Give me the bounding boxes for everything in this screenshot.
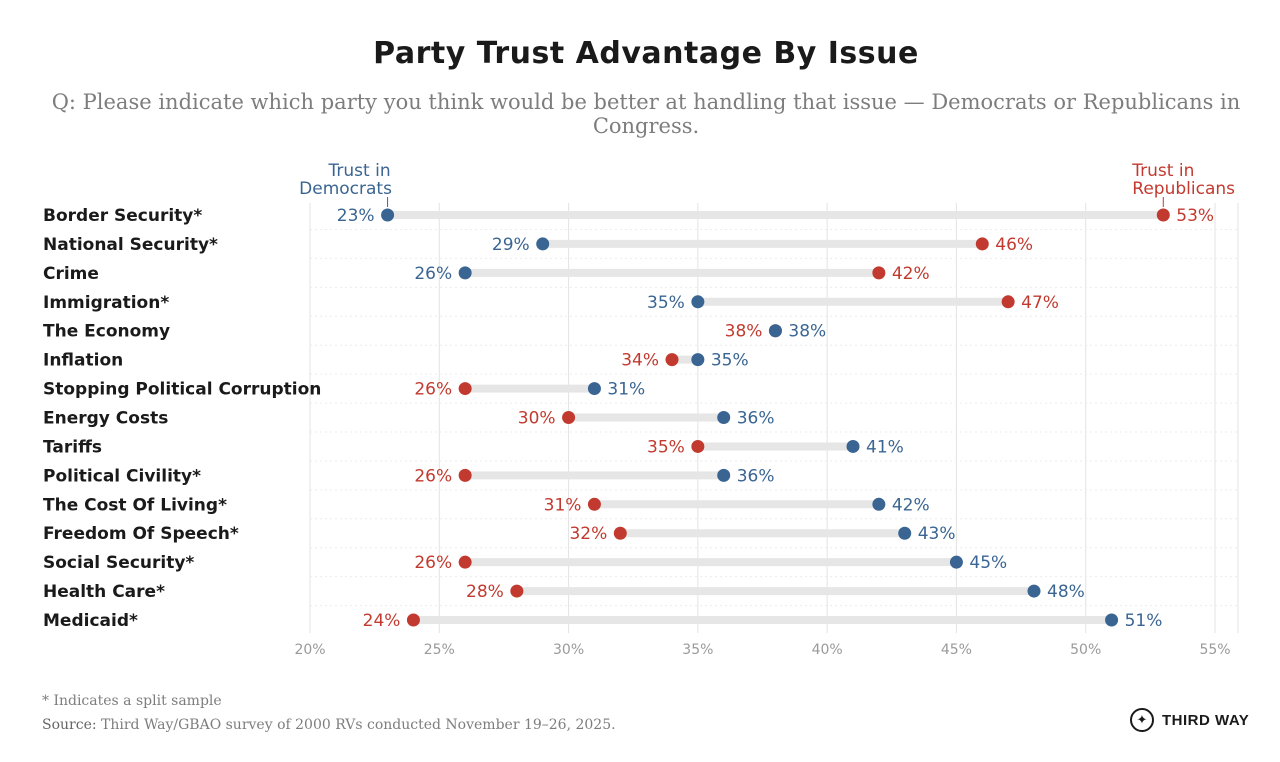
democrat-value-label: 29% — [492, 235, 530, 255]
category-label: Health Care* — [43, 582, 165, 602]
democrat-point — [717, 468, 731, 482]
split-sample-note: * Indicates a split sample — [42, 693, 222, 709]
democrat-point — [846, 439, 860, 453]
republican-value-label: 26% — [414, 553, 452, 573]
chart-title: Party Trust Advantage By Issue — [373, 36, 919, 71]
legend-democrats-line1: Trust in — [328, 161, 391, 181]
democrat-value-label: 45% — [969, 553, 1007, 573]
democrat-value-label: 35% — [711, 351, 749, 371]
source-label: Source: — [42, 717, 97, 733]
democrat-point — [949, 555, 963, 569]
republican-value-label: 47% — [1021, 293, 1059, 313]
republican-point — [665, 353, 679, 367]
chart-subtitle: Q: Please indicate which party you think… — [51, 90, 1241, 138]
republican-point — [458, 382, 472, 396]
logo-text: THIRD WAY — [1162, 711, 1250, 729]
category-label: The Cost Of Living* — [43, 495, 227, 515]
x-tick-label: 35% — [682, 642, 713, 658]
republican-value-label: 38% — [725, 322, 763, 342]
compass-icon: ✦ — [1130, 708, 1154, 732]
republican-value-label: 28% — [466, 582, 504, 602]
category-label: Tariffs — [43, 437, 102, 457]
x-tick-label: 55% — [1199, 642, 1230, 658]
category-label: National Security* — [43, 235, 218, 255]
democrat-value-label: 48% — [1047, 582, 1085, 602]
republican-point — [691, 439, 705, 453]
democrat-point — [587, 382, 601, 396]
legend-republicans-line2: Republicans — [1132, 179, 1235, 199]
republican-point — [406, 613, 420, 627]
republican-value-label: 46% — [995, 235, 1033, 255]
republican-point — [1001, 295, 1015, 309]
republican-point — [458, 468, 472, 482]
republican-value-label: 30% — [518, 409, 556, 429]
democrat-value-label: 26% — [414, 264, 452, 284]
category-label: Medicaid* — [43, 611, 138, 631]
republican-point — [510, 584, 524, 598]
republican-value-label: 24% — [363, 611, 401, 631]
democrat-value-label: 51% — [1125, 611, 1163, 631]
legend-republicans-line1: Trust in — [1131, 161, 1194, 181]
democrat-value-label: 31% — [607, 380, 645, 400]
category-label: Energy Costs — [43, 409, 168, 429]
democrat-point — [536, 237, 550, 251]
democrat-value-label: 35% — [647, 293, 685, 313]
democrat-point — [1105, 613, 1119, 627]
democrat-point — [898, 526, 912, 540]
category-label: Crime — [43, 264, 99, 284]
democrat-value-label: 41% — [866, 437, 904, 457]
republican-value-label: 26% — [414, 380, 452, 400]
x-tick-label: 20% — [294, 642, 325, 658]
source-note: Source: Third Way/GBAO survey of 2000 RV… — [42, 717, 616, 733]
category-label: Social Security* — [43, 553, 194, 573]
republican-point — [562, 411, 576, 425]
republican-value-label: 35% — [647, 437, 685, 457]
republican-value-label: 32% — [569, 524, 607, 544]
republican-point — [613, 526, 627, 540]
republican-value-label: 31% — [544, 495, 582, 515]
category-label: Inflation — [43, 351, 123, 371]
dumbbell-chart: 20% 25% 30% 35% 40% 45% 50% 55% Border Security*… — [43, 161, 1239, 658]
republican-value-label: 34% — [621, 351, 659, 371]
category-label: Immigration* — [43, 293, 169, 313]
category-label: Freedom Of Speech* — [43, 524, 239, 544]
third-way-logo: ✦ THIRD WAY — [1130, 708, 1249, 732]
republican-value-label: 42% — [892, 264, 930, 284]
democrat-value-label: 23% — [337, 206, 375, 226]
republican-point — [587, 497, 601, 511]
democrat-point — [458, 266, 472, 280]
democrat-point — [768, 324, 782, 338]
x-tick-label: 25% — [424, 642, 455, 658]
democrat-value-label: 38% — [788, 322, 826, 342]
democrat-point — [691, 295, 705, 309]
category-label: Political Civility* — [43, 466, 201, 486]
x-tick-label: 50% — [1070, 642, 1101, 658]
democrat-value-label: 43% — [918, 524, 956, 544]
democrat-value-label: 36% — [737, 466, 775, 486]
category-label: The Economy — [43, 322, 170, 342]
source-text: Third Way/GBAO survey of 2000 RVs conduc… — [96, 717, 616, 733]
democrat-value-label: 36% — [737, 409, 775, 429]
category-label: Border Security* — [43, 206, 202, 226]
x-tick-label: 45% — [941, 642, 972, 658]
republican-value-label: 26% — [414, 466, 452, 486]
democrat-point — [1027, 584, 1041, 598]
x-tick-label: 40% — [812, 642, 843, 658]
x-tick-label: 30% — [553, 642, 584, 658]
legend-democrats-line2: Democrats — [299, 179, 392, 199]
republican-point — [975, 237, 989, 251]
democrat-value-label: 42% — [892, 495, 930, 515]
democrat-point — [381, 208, 395, 222]
republican-value-label: 53% — [1176, 206, 1214, 226]
republican-point — [458, 555, 472, 569]
category-label: Stopping Political Corruption — [43, 380, 321, 400]
republican-point — [1156, 208, 1170, 222]
republican-point — [872, 266, 886, 280]
democrat-point — [691, 353, 705, 367]
democrat-point — [717, 411, 731, 425]
democrat-point — [872, 497, 886, 511]
